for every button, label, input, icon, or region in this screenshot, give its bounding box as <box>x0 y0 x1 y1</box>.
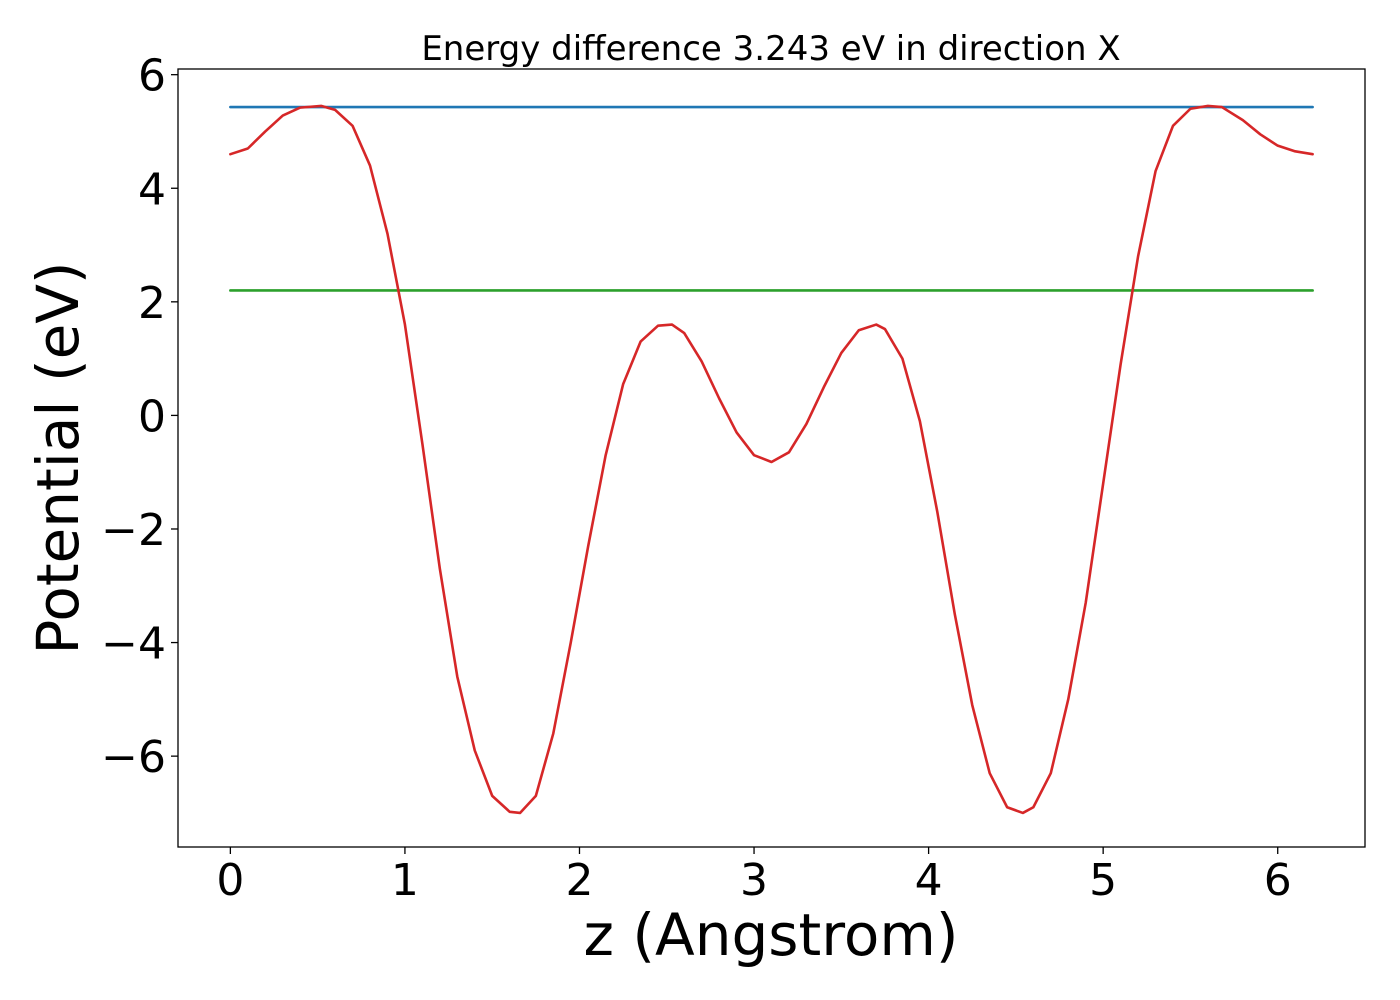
x-tick-label: 6 <box>1264 855 1292 906</box>
x-tick-label: 1 <box>391 855 419 906</box>
y-tick-label: 4 <box>138 164 166 215</box>
x-axis-title: z (Angstrom) <box>584 901 959 969</box>
x-tick-label: 0 <box>216 855 244 906</box>
y-axis: −6 −4 −2 0 2 4 6 <box>101 51 178 783</box>
y-tick-label: −6 <box>101 732 166 783</box>
x-tick-label: 4 <box>915 855 943 906</box>
chart-title: Energy difference 3.243 eV in direction … <box>421 29 1120 69</box>
plot-area <box>229 104 1314 815</box>
y-tick-label: −2 <box>101 505 166 556</box>
y-axis-title: Potential (eV) <box>24 261 92 654</box>
series-line-3 <box>229 104 1314 815</box>
y-tick-label: 6 <box>138 51 166 102</box>
y-tick-label: 0 <box>138 391 166 442</box>
y-tick-label: 2 <box>138 278 166 329</box>
x-axis: 0 1 2 3 4 5 6 <box>216 847 1292 906</box>
x-tick-label: 2 <box>565 855 593 906</box>
x-tick-label: 3 <box>740 855 768 906</box>
y-tick-label: −4 <box>101 619 166 670</box>
plot-frame <box>177 68 1366 848</box>
x-tick-label: 5 <box>1089 855 1117 906</box>
